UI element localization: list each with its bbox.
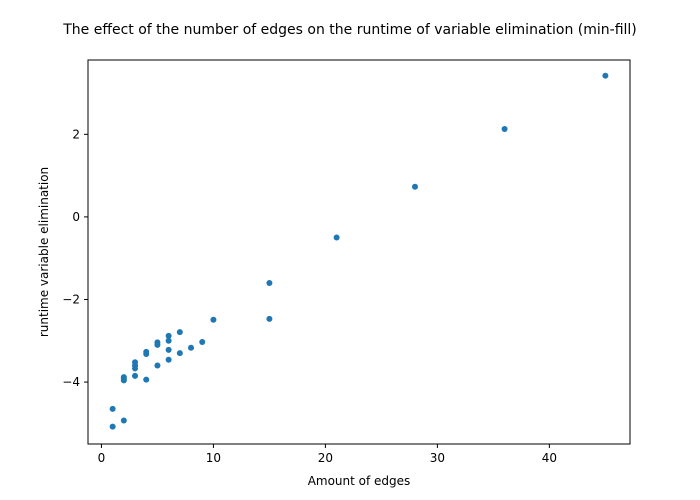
data-point: [165, 332, 172, 339]
data-point: [120, 377, 127, 384]
plot-frame: [87, 59, 631, 445]
x-tick-label: 20: [318, 451, 333, 465]
data-point: [154, 362, 161, 369]
x-tick-label: 40: [542, 451, 557, 465]
y-tick-label: 0: [72, 210, 80, 224]
y-axis: −4 −2 0 2: [62, 127, 88, 389]
data-point: [165, 346, 172, 353]
chart-title: The effect of the number of edges on the…: [62, 22, 637, 38]
data-point: [176, 329, 183, 336]
y-axis-label: runtime variable elimination: [37, 167, 51, 337]
x-axis-label: Amount of edges: [308, 474, 411, 488]
x-axis: 0 10 20 30 40: [98, 444, 557, 465]
data-point: [210, 316, 217, 323]
data-point: [199, 339, 206, 346]
data-point: [165, 337, 172, 344]
data-point: [411, 183, 418, 190]
data-point: [109, 405, 116, 412]
data-point: [501, 125, 508, 132]
data-points: [109, 72, 609, 430]
data-point: [333, 234, 340, 241]
x-tick-label: 0: [98, 451, 106, 465]
data-point: [120, 417, 127, 424]
x-tick-label: 30: [430, 451, 445, 465]
data-point: [109, 423, 116, 430]
data-point: [132, 372, 139, 379]
data-point: [602, 72, 609, 79]
plot-area: [87, 59, 631, 445]
data-point: [154, 341, 161, 348]
data-point: [143, 350, 150, 357]
y-tick-label: −2: [62, 292, 80, 306]
data-point: [165, 356, 172, 363]
x-tick-label: 10: [206, 451, 221, 465]
data-point: [132, 365, 139, 372]
y-tick-label: 2: [72, 127, 80, 141]
data-point: [143, 376, 150, 383]
data-point: [266, 315, 273, 322]
data-point: [176, 350, 183, 357]
data-point: [188, 344, 195, 351]
y-tick-label: −4: [62, 375, 80, 389]
data-point: [266, 279, 273, 286]
